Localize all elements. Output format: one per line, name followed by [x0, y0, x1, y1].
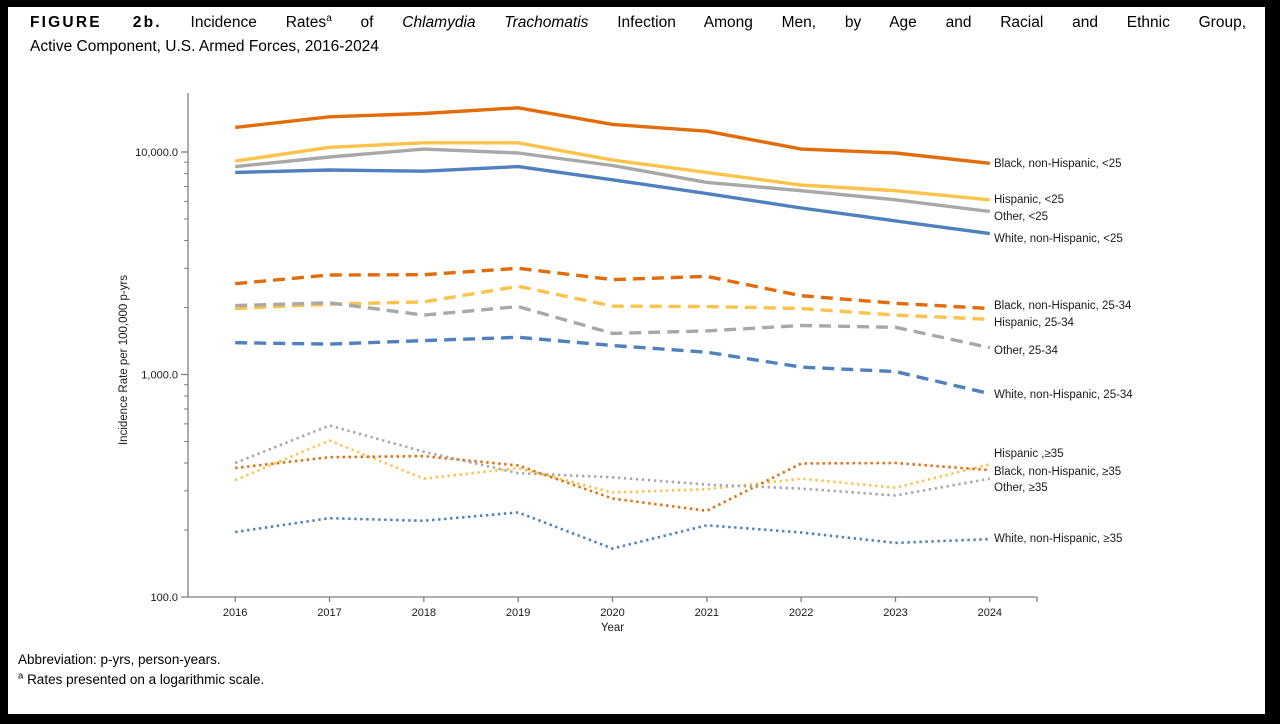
x-tick-label: 2018: [412, 607, 436, 619]
title-text-rates: Incidence Rates: [190, 14, 327, 31]
x-tick-label: 2021: [695, 607, 719, 619]
series-label-11: White, non-Hispanic, ≥35: [994, 533, 1122, 545]
series-label-2: Other, <25: [994, 211, 1048, 223]
series-label-3: White, non-Hispanic, <25: [994, 233, 1123, 245]
series-label-0: Black, non-Hispanic, <25: [994, 158, 1122, 170]
figure-number-label: FIGURE 2b.: [30, 14, 162, 31]
series-line-7: [235, 335, 991, 396]
x-tick-label: 2017: [317, 607, 341, 619]
figure-title-line-1: FIGURE 2b. Incidence Ratesa of Chlamydia…: [30, 11, 1246, 35]
x-tick-label: 2024: [978, 607, 1002, 619]
series-line-9: [235, 454, 990, 513]
footnote-marker: a: [18, 670, 24, 682]
y-tick-label: 1,000.0: [141, 370, 178, 382]
series-label-10: Other, ≥35: [994, 482, 1048, 494]
series-label-7: White, non-Hispanic, 25-34: [994, 389, 1133, 401]
series-label-1: Hispanic, <25: [994, 194, 1064, 206]
y-tick-label: 10,000.0: [135, 147, 178, 159]
y-tick-label: 100.0: [150, 592, 178, 604]
series-line-3: [235, 164, 991, 236]
x-tick-label: 2019: [506, 607, 530, 619]
series-label-4: Black, non-Hispanic, 25-34: [994, 300, 1132, 312]
x-tick-label: 2023: [883, 607, 907, 619]
title-organism-name: Chlamydia Trachomatis: [402, 14, 589, 31]
x-tick-label: 2020: [600, 607, 624, 619]
series-line-5: [235, 284, 990, 321]
series-label-9: Black, non-Hispanic, ≥35: [994, 466, 1121, 478]
title-footnote-marker: a: [326, 12, 332, 24]
series-line-11: [235, 511, 990, 550]
series-line-8: [234, 439, 991, 494]
series-label-5: Hispanic, 25-34: [994, 317, 1075, 329]
title-text-of: of: [360, 14, 374, 31]
series-line-1: [234, 141, 990, 202]
x-axis-title: Year: [601, 622, 624, 634]
series-line-2: [235, 147, 991, 214]
log-scale-note: a Rates presented on a logarithmic scale…: [18, 670, 264, 690]
x-tick-label: 2022: [789, 607, 813, 619]
series-line-10: [234, 424, 991, 497]
abbreviation-note: Abbreviation: p-yrs, person-years.: [18, 652, 221, 667]
figure-title-line-2: Active Component, U.S. Armed Forces, 201…: [30, 37, 379, 55]
figure-title: FIGURE 2b. Incidence Ratesa of Chlamydia…: [30, 11, 1246, 58]
series-label-6: Other, 25-34: [994, 345, 1059, 357]
figure-footnotes: Abbreviation: p-yrs, person-years. a Rat…: [18, 650, 264, 690]
x-tick-label: 2016: [223, 607, 247, 619]
series-label-8: Hispanic ,≥35: [994, 448, 1064, 460]
series-line-4: [235, 266, 990, 311]
log-scale-note-text: Rates presented on a logarithmic scale.: [27, 672, 265, 687]
series-line-0: [235, 106, 990, 165]
series-line-6: [235, 301, 991, 350]
title-text-rest: Infection Among Men, by Age and Racial a…: [617, 14, 1246, 31]
y-axis-title: Incidence Rate per 100,000 p-yrs: [118, 275, 130, 445]
